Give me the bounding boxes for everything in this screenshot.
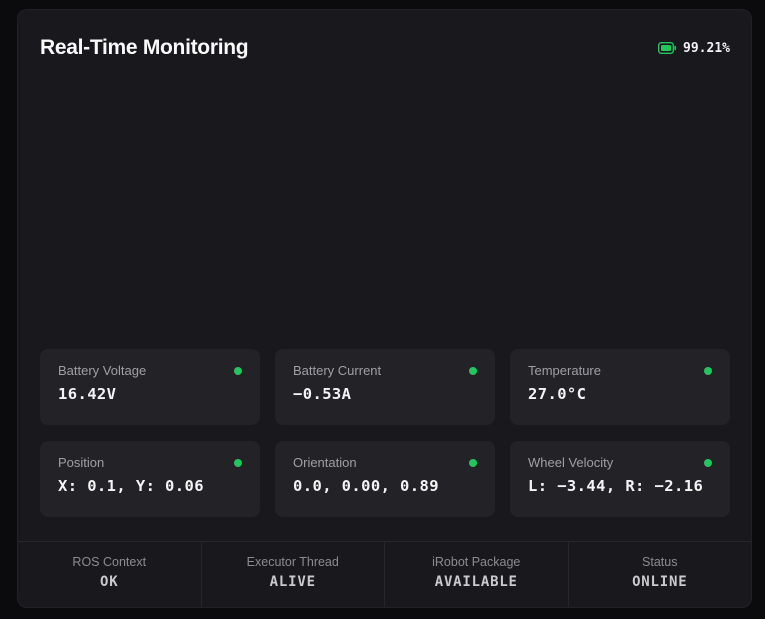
page-title: Real-Time Monitoring [40, 36, 249, 59]
metric-card-temperature: Temperature 27.0°C [510, 349, 730, 425]
card-header: Battery Current [293, 363, 477, 378]
footer-label: iRobot Package [432, 555, 521, 569]
card-label: Temperature [528, 363, 601, 378]
card-value: 16.42V [58, 385, 117, 403]
footer-item-executor-thread: Executor Thread ALIVE [200, 542, 385, 607]
card-header: Orientation [293, 455, 477, 470]
green-dot-icon [704, 458, 712, 467]
green-dot-icon [704, 366, 712, 375]
card-value: −0.53A [293, 385, 352, 403]
card-header: Wheel Velocity [528, 455, 712, 470]
green-dot-icon [469, 366, 477, 375]
card-label: Position [58, 455, 105, 470]
footer-item-irobot-package: iRobot Package AVAILABLE [384, 542, 568, 607]
card-label: Battery Current [293, 363, 382, 378]
footer-value: OK [100, 574, 119, 590]
metric-card-battery-current: Battery Current −0.53A [275, 349, 495, 425]
footer-label: Status [642, 555, 678, 569]
battery-icon [658, 42, 677, 54]
card-label: Orientation [293, 455, 357, 470]
metric-card-orientation: Orientation 0.0, 0.00, 0.89 [275, 441, 495, 517]
card-header: Battery Voltage [58, 363, 242, 378]
footer-value: ONLINE [632, 574, 688, 590]
card-value: X: 0.1, Y: 0.06 [58, 477, 204, 495]
card-value: L: −3.44, R: −2.16 [528, 477, 704, 495]
metric-card-wheel-velocity: Wheel Velocity L: −3.44, R: −2.16 [510, 441, 730, 517]
card-header: Temperature [528, 363, 712, 378]
footer-label: Executor Thread [246, 555, 339, 569]
metric-cards-grid: Battery Voltage 16.42V Battery Current −… [40, 349, 730, 517]
green-dot-icon [234, 458, 242, 467]
metric-card-position: Position X: 0.1, Y: 0.06 [40, 441, 260, 517]
metric-card-battery-voltage: Battery Voltage 16.42V [40, 349, 260, 425]
monitoring-panel: Real-Time Monitoring 99.21% Battery Volt… [17, 9, 752, 608]
card-value: 27.0°C [528, 385, 587, 403]
footer-item-ros-context: ROS Context OK [18, 542, 201, 607]
panel-header: Real-Time Monitoring 99.21% [18, 10, 751, 60]
card-label: Battery Voltage [58, 363, 147, 378]
card-header: Position [58, 455, 242, 470]
footer-value: AVAILABLE [434, 574, 518, 590]
green-dot-icon [234, 366, 242, 375]
card-label: Wheel Velocity [528, 455, 614, 470]
green-dot-icon [469, 458, 477, 467]
footer-label: ROS Context [72, 555, 147, 569]
empty-display-area [18, 60, 751, 349]
card-value: 0.0, 0.00, 0.89 [293, 477, 439, 495]
battery-percentage: 99.21% [683, 40, 730, 56]
footer-value: ALIVE [269, 574, 316, 590]
status-footer: ROS Context OK Executor Thread ALIVE iRo… [18, 541, 751, 607]
footer-item-status: Status ONLINE [567, 542, 752, 607]
battery-indicator: 99.21% [658, 41, 730, 56]
